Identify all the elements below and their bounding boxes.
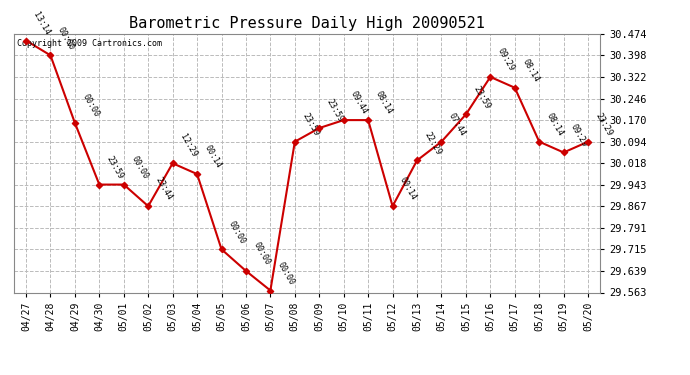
Title: Barometric Pressure Daily High 20090521: Barometric Pressure Daily High 20090521 (129, 16, 485, 31)
Text: 23:59: 23:59 (325, 98, 345, 124)
Text: Copyright 2009 Cartronics.com: Copyright 2009 Cartronics.com (17, 39, 161, 48)
Text: 00:00: 00:00 (252, 241, 272, 267)
Point (411, 158, 422, 164)
Point (21, 38, 32, 44)
Text: 09:44: 09:44 (349, 90, 370, 116)
Text: 09:29: 09:29 (569, 122, 589, 148)
Text: 23:59: 23:59 (105, 154, 125, 180)
Text: 23:44: 23:44 (154, 176, 174, 202)
Text: 08:14: 08:14 (545, 111, 565, 138)
Point (240, 268, 251, 274)
Text: 23:59: 23:59 (471, 84, 492, 110)
Point (338, 117, 349, 123)
Text: 09:29: 09:29 (496, 46, 516, 73)
Text: 08:14: 08:14 (520, 57, 541, 84)
Text: 00:00: 00:00 (81, 93, 101, 119)
Point (363, 117, 374, 123)
Point (45, 53, 56, 58)
Point (582, 139, 593, 145)
Text: 08:14: 08:14 (374, 90, 394, 116)
Text: 13:14: 13:14 (32, 10, 52, 36)
Text: 07:44: 07:44 (447, 111, 467, 138)
Text: 22:29: 22:29 (422, 130, 443, 156)
Point (265, 288, 276, 294)
Point (387, 203, 398, 209)
Point (460, 111, 471, 117)
Point (485, 74, 496, 80)
Point (118, 182, 129, 188)
Text: 23:59: 23:59 (300, 111, 321, 138)
Point (216, 246, 227, 252)
Point (143, 203, 154, 209)
Text: 23:29: 23:29 (593, 111, 614, 138)
Point (167, 160, 178, 166)
Text: 00:00: 00:00 (56, 25, 77, 51)
Text: 00:14: 00:14 (398, 176, 418, 202)
Point (314, 125, 325, 131)
Point (70, 120, 81, 126)
Text: 00:14: 00:14 (203, 144, 223, 170)
Point (192, 171, 203, 177)
Point (533, 139, 544, 145)
Text: 12:29: 12:29 (178, 133, 199, 159)
Point (509, 85, 520, 91)
Text: 00:00: 00:00 (276, 260, 296, 286)
Point (289, 139, 300, 145)
Point (436, 139, 447, 145)
Point (94, 182, 105, 188)
Text: 00:00: 00:00 (129, 154, 150, 180)
Point (558, 150, 569, 156)
Text: 00:00: 00:00 (227, 219, 248, 245)
